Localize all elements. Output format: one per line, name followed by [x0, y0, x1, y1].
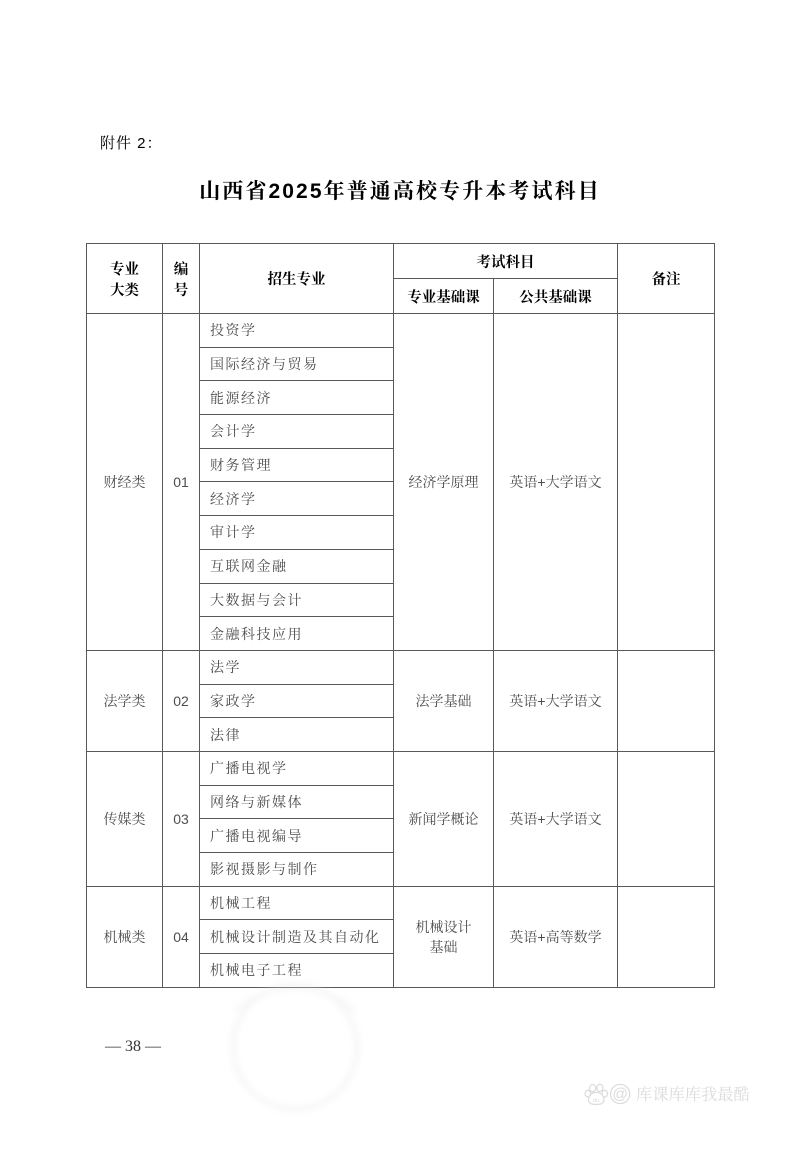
svg-text:@: @: [612, 1085, 628, 1102]
svg-text:du: du: [593, 1097, 600, 1103]
svg-text:库课库库我最酷: 库课库库我最酷: [636, 1081, 750, 1105]
